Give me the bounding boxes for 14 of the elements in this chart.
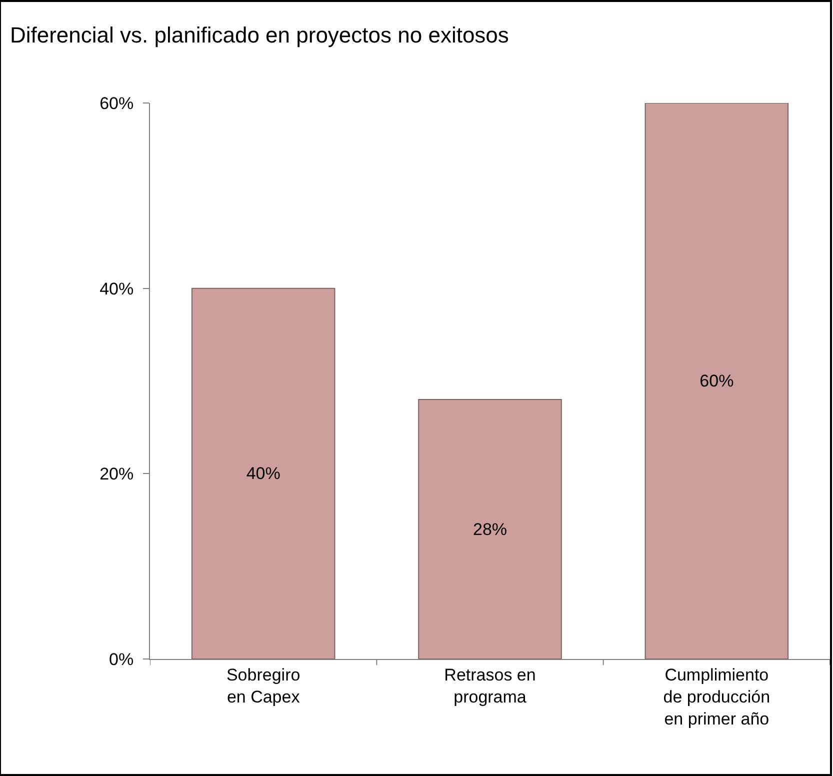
data-label: 28% (472, 520, 508, 539)
chart-title: Diferencial vs. planificado en proyectos no exitosos (10, 22, 509, 48)
bar (644, 103, 789, 659)
x-tick-label: Retrasos en programa (444, 665, 536, 706)
data-label: 40% (246, 464, 280, 484)
y-tick-label: 40% (100, 279, 134, 298)
y-tick-label: 0% (109, 650, 134, 669)
data-label: 60% (700, 372, 734, 390)
bar (418, 399, 562, 659)
bar (191, 288, 336, 659)
x-tick-label: Cumplimiento de producción en primer año (663, 665, 770, 729)
x-tick-label: Sobregiro en Capex (226, 665, 300, 706)
y-tick-label: 60% (100, 94, 134, 113)
y-tick-label: 20% (100, 464, 134, 484)
